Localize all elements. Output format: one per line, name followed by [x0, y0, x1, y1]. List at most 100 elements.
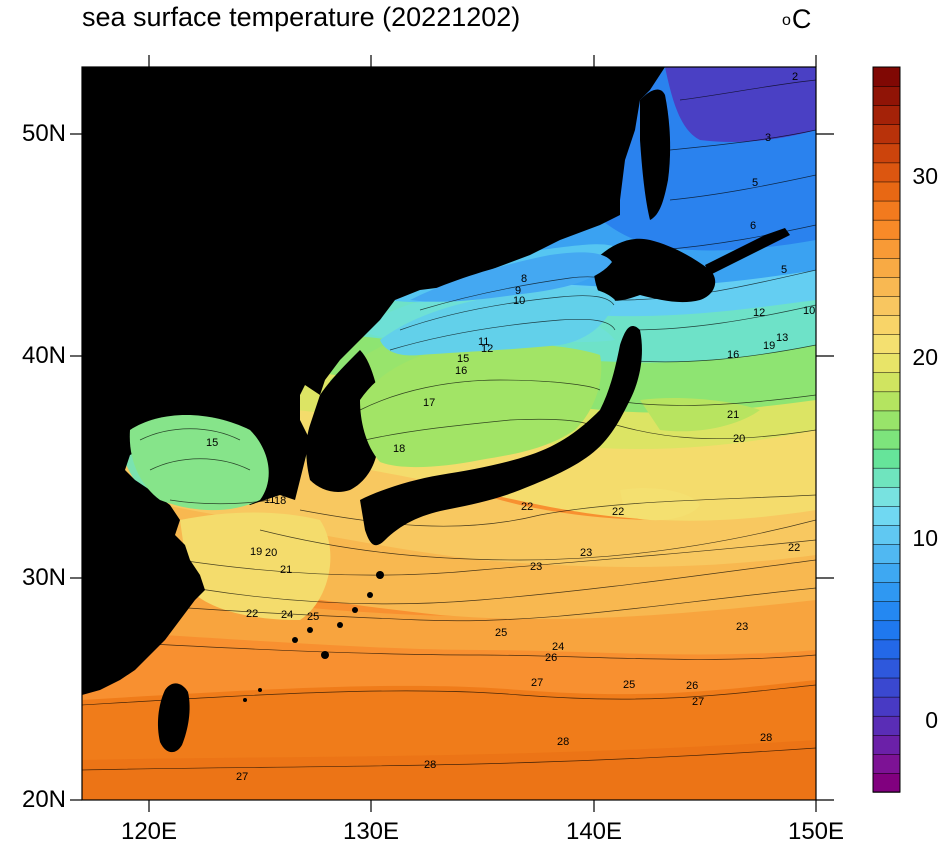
- colorbar-swatch: [872, 524, 901, 545]
- colorbar-swatch: [872, 581, 901, 602]
- colorbar-swatch: [872, 295, 901, 316]
- colorbar-swatch: [872, 543, 901, 564]
- map-frame: [81, 66, 817, 801]
- contour-label: 27: [692, 696, 704, 708]
- contour-label: 10: [513, 295, 525, 307]
- contour-label: 22: [521, 501, 533, 513]
- colorbar-swatch: [872, 314, 901, 335]
- colorbar-tick-label: 10: [912, 525, 938, 552]
- lon-label-120e: 120E: [120, 818, 178, 845]
- colorbar: [872, 66, 901, 793]
- unit-text: C: [791, 4, 812, 34]
- contour-label: 22: [788, 542, 800, 554]
- colorbar-swatch: [872, 352, 901, 374]
- contour-label: 15: [206, 437, 218, 449]
- contour-label: 28: [760, 732, 772, 744]
- contour-label: 3: [765, 132, 771, 144]
- contour-label: 27: [236, 771, 248, 783]
- contour-label: 18: [393, 443, 405, 455]
- colorbar-swatch: [872, 104, 901, 125]
- ocean-band-29: [82, 740, 816, 800]
- contour-label-layer: 2 3 5 6 5 8 9 10 11 12 15 16 17 18 15 11…: [206, 71, 815, 783]
- lon-label-150e: 150E: [787, 818, 845, 845]
- colorbar-swatch: [872, 429, 901, 450]
- axis-ticks: [70, 55, 834, 812]
- contour-label: 20: [733, 433, 745, 445]
- land-mass: [82, 67, 790, 753]
- contour-label: 16: [455, 365, 467, 377]
- contour-label: 6: [750, 220, 756, 232]
- colorbar-swatch: [872, 219, 901, 240]
- unit-label: oC: [782, 2, 811, 36]
- contour-label: 25: [495, 627, 507, 639]
- colorbar-swatch: [872, 143, 901, 164]
- contour-label: 9: [515, 285, 521, 297]
- contour-label: 19: [250, 546, 262, 558]
- contour-label: 8: [521, 273, 527, 285]
- colorbar-swatch: [872, 410, 901, 431]
- contour-label: 24: [281, 609, 293, 621]
- colorbar-swatch: [872, 562, 901, 583]
- colorbar-tick-label: 0: [925, 706, 938, 733]
- colorbar-frame: [872, 66, 901, 793]
- contour-label: 26: [545, 652, 557, 664]
- colorbar-swatch: [872, 372, 901, 393]
- lat-label-30n: 30N: [21, 564, 66, 591]
- contour-label: 24: [552, 641, 564, 653]
- colorbar-swatch: [872, 677, 901, 698]
- contour-label: 19: [763, 340, 775, 352]
- colorbar-swatch: [872, 734, 901, 755]
- colorbar-tick-label: 20: [912, 344, 938, 370]
- contour-label: 23: [580, 547, 592, 559]
- colorbar-swatch: [872, 658, 901, 679]
- colorbar-swatch: [872, 486, 901, 507]
- colorbar-swatch: [872, 620, 901, 641]
- colorbar-swatch: [872, 391, 901, 412]
- lon-label-140e: 140E: [565, 818, 623, 845]
- sea-of-japan-body: [360, 343, 602, 468]
- colorbar-swatch: [872, 162, 901, 183]
- colorbar-swatch: [872, 238, 901, 259]
- colorbar-swatch: [872, 696, 901, 717]
- contour-label: 21: [727, 409, 739, 421]
- lat-label-50n: 50N: [21, 120, 66, 147]
- colorbar-swatch: [872, 467, 901, 488]
- contour-label: 11: [478, 336, 489, 348]
- contour-label: 22: [246, 608, 258, 620]
- contour-label: 25: [623, 679, 635, 691]
- contour-label: 12: [753, 307, 765, 319]
- contour-label: 16: [727, 349, 739, 361]
- colorbar-swatch: [872, 639, 901, 660]
- colorbar-swatch: [872, 600, 901, 622]
- contour-label: 20: [265, 547, 277, 559]
- contour-label: 28: [424, 759, 436, 771]
- contour-label: 18: [274, 495, 286, 507]
- lat-label-40n: 40N: [21, 342, 66, 369]
- colorbar-swatch: [872, 85, 901, 106]
- contour-label: 13: [776, 332, 788, 344]
- sea-of-japan-top: [410, 252, 612, 302]
- contour-label: 5: [752, 177, 758, 189]
- colorbar-swatch: [872, 772, 901, 793]
- colorbar-tick-label: 30: [912, 162, 938, 189]
- kuroshio-tongue: [640, 398, 760, 432]
- colorbar-swatch: [872, 505, 901, 526]
- sst-field: [82, 67, 816, 800]
- colorbar-swatch: [872, 200, 901, 221]
- contour-label: 21: [280, 564, 292, 576]
- colorbar-swatch: [872, 123, 901, 145]
- east-china-sea-water: [180, 512, 331, 620]
- contour-label: 10: [803, 305, 815, 317]
- colorbar-swatch: [872, 181, 901, 202]
- contour-label: 12: [481, 343, 493, 355]
- contour-label: 5: [781, 264, 787, 276]
- contour-label: 15: [457, 353, 469, 365]
- contour-label: 22: [612, 506, 624, 518]
- colorbar-swatch: [872, 448, 901, 469]
- contour-label: 27: [531, 677, 543, 689]
- contour-label: 2: [792, 71, 798, 83]
- contour-label: 23: [530, 561, 542, 573]
- contour-label: 17: [423, 397, 435, 409]
- contour-lines: [82, 79, 816, 771]
